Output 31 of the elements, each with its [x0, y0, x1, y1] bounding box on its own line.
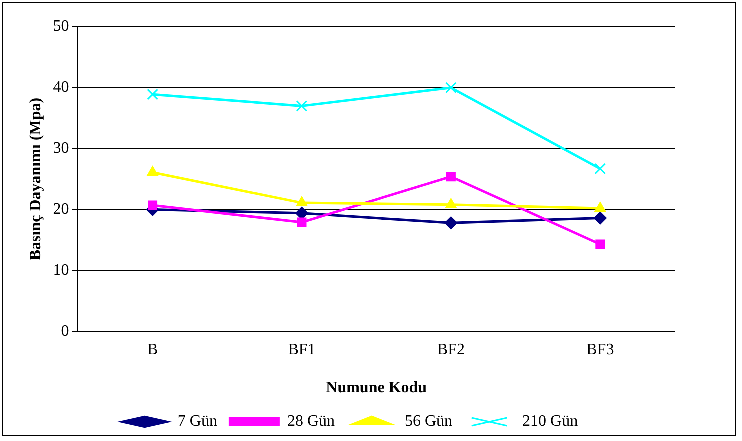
- point: [296, 100, 308, 112]
- y-tick-label: 40: [53, 79, 70, 96]
- legend-label: 7 Gün: [178, 413, 218, 430]
- point: [594, 212, 607, 225]
- y-tick-label: 20: [53, 200, 70, 218]
- x-axis-title: Numune Kodu: [326, 380, 428, 397]
- point: [148, 200, 158, 210]
- point: [147, 88, 158, 100]
- y-tick-label: 0: [61, 322, 70, 340]
- point: [594, 202, 606, 212]
- point: [446, 172, 456, 182]
- point: [446, 198, 457, 208]
- point: [297, 218, 307, 228]
- x-tick-label: B: [147, 341, 158, 358]
- y-tick-label: 10: [53, 262, 70, 279]
- legend-label: 56 Gün: [405, 413, 453, 430]
- point: [594, 163, 606, 175]
- legend-label: 28 Gün: [287, 413, 336, 430]
- point: [596, 240, 606, 250]
- point: [147, 166, 158, 176]
- y-tick-label: 50: [53, 18, 70, 36]
- x-tick-label: BF1: [288, 341, 316, 358]
- point: [296, 196, 308, 207]
- legend-label: 210 Gün: [522, 413, 578, 430]
- y-axis-title: Basınç Dayanımı (Mpa): [28, 98, 45, 261]
- x-tick-label: BF2: [437, 341, 465, 358]
- point: [446, 82, 457, 94]
- point: [296, 206, 308, 220]
- point: [444, 216, 458, 230]
- x-tick-label: BF3: [586, 341, 614, 358]
- y-tick-label: 30: [53, 140, 70, 158]
